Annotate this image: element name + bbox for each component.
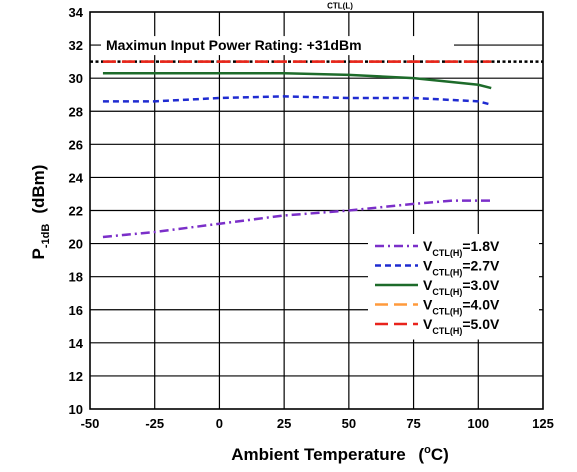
plot-frame [89,11,544,410]
y-tick-label: 22 [69,204,83,219]
series-line-3 [102,71,492,90]
y-tick-label: 20 [69,237,83,252]
x-axis-title: Ambient Temperature (oC) [231,444,449,464]
y-tick-label: 18 [69,270,83,285]
x-tick-label: 75 [406,416,420,431]
y-tick-label: 30 [69,71,83,86]
legend-label-2: VCTL(H)=2.7V [423,258,500,278]
y-axis-label-sub: -1dB [40,224,52,249]
legend-label-4: VCTL(H)=4.0V [423,297,500,317]
y-tick-label: 26 [69,137,83,152]
y-tick-label: 34 [69,5,84,20]
x-tick-label: -25 [145,416,164,431]
annotation-background [101,36,454,56]
y-tick-label: 32 [69,38,83,53]
x-axis-unit-degree: o [424,444,431,456]
tick-labels: -50 -25 0 25 50 75 100 125 10 12 14 16 18 20 22 24 26 28 3… [69,5,554,431]
legend-label-1: VCTL(H)=1.8V [423,238,500,258]
series-layer [102,60,492,239]
legend-label-3: VCTL(H)=3.0V [423,277,500,297]
grid [90,12,543,409]
y-tick-label: 12 [69,369,83,384]
y-tick-label: 24 [69,170,84,185]
title-fragment: CTL(L) [327,2,353,11]
annotation: Maximun Input Power Rating: +31dBm [101,36,454,56]
series-line-1 [102,199,492,239]
series-line-2 [102,95,492,106]
x-tick-label: 25 [277,416,291,431]
legend-label-5: VCTL(H)=5.0V [423,316,500,336]
y-axis-title: P-1dB (dBm) [29,165,52,260]
x-tick-label: 100 [467,416,489,431]
legend-box [368,234,539,340]
y-tick-label: 14 [69,336,84,351]
x-axis-unit-open: ( [418,445,424,464]
y-tick-label: 28 [69,104,83,119]
y-axis-label: P [29,248,48,259]
y-tick-label: 10 [69,402,83,417]
y-tick-label: 16 [69,303,83,318]
y-axis-unit: (dBm) [29,165,48,214]
legend: VCTL(H)=1.8VVCTL(H)=2.7VVCTL(H)=3.0VVCTL… [368,234,539,340]
x-axis-label: Ambient Temperature [231,445,405,464]
x-tick-label: -50 [81,416,100,431]
x-axis-unit-close: C) [431,445,449,464]
x-tick-label: 125 [532,416,554,431]
annotation-text: Maximun Input Power Rating: +31dBm [106,37,362,53]
x-tick-label: 0 [216,416,223,431]
x-tick-label: 50 [342,416,356,431]
